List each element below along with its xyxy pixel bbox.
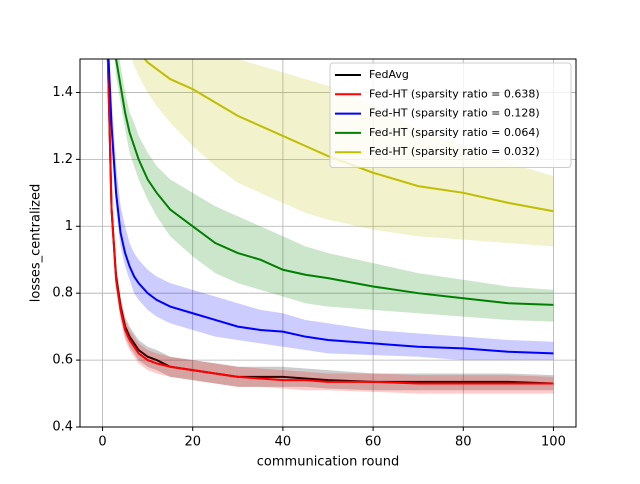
x-tick-label: 40 <box>275 435 292 450</box>
legend-label: Fed-HT (sparsity ratio = 0.638) <box>369 87 540 100</box>
line <box>106 59 554 385</box>
y-tick-label: 1.2 <box>52 152 73 167</box>
line <box>143 59 554 213</box>
y-tick-label: 0.4 <box>52 420 73 435</box>
line <box>115 59 554 306</box>
y-tick-label: 0.6 <box>52 353 73 368</box>
confidence-band <box>107 59 554 394</box>
x-tick-label: 80 <box>455 435 472 450</box>
x-tick-label: 60 <box>365 435 382 450</box>
x-tick-label: 20 <box>184 435 201 450</box>
legend-box <box>329 62 572 168</box>
legend: FedAvg Fed-HT (sparsity ratio = 0.638) Fed… <box>329 62 572 168</box>
legend-label: Fed-HT (sparsity ratio = 0.032) <box>369 145 540 158</box>
line <box>107 59 554 355</box>
y-tick-label: 1.4 <box>52 85 73 100</box>
y-tick-label: 1 <box>65 219 73 234</box>
x-tick-label: 0 <box>98 435 106 450</box>
x-tick-label: 100 <box>541 435 566 450</box>
y-tick-label: 0.8 <box>52 286 73 301</box>
plot-frame <box>79 58 577 428</box>
confidence-band <box>114 59 554 322</box>
legend-label: Fed-HT (sparsity ratio = 0.128) <box>369 107 540 120</box>
y-axis-label: losses_centralized <box>29 184 44 302</box>
confidence-band <box>107 59 554 391</box>
legend-label: FedAvg <box>369 68 409 81</box>
legend-label: Fed-HT (sparsity ratio = 0.064) <box>369 126 540 139</box>
x-axis-label: communication round <box>257 455 399 470</box>
